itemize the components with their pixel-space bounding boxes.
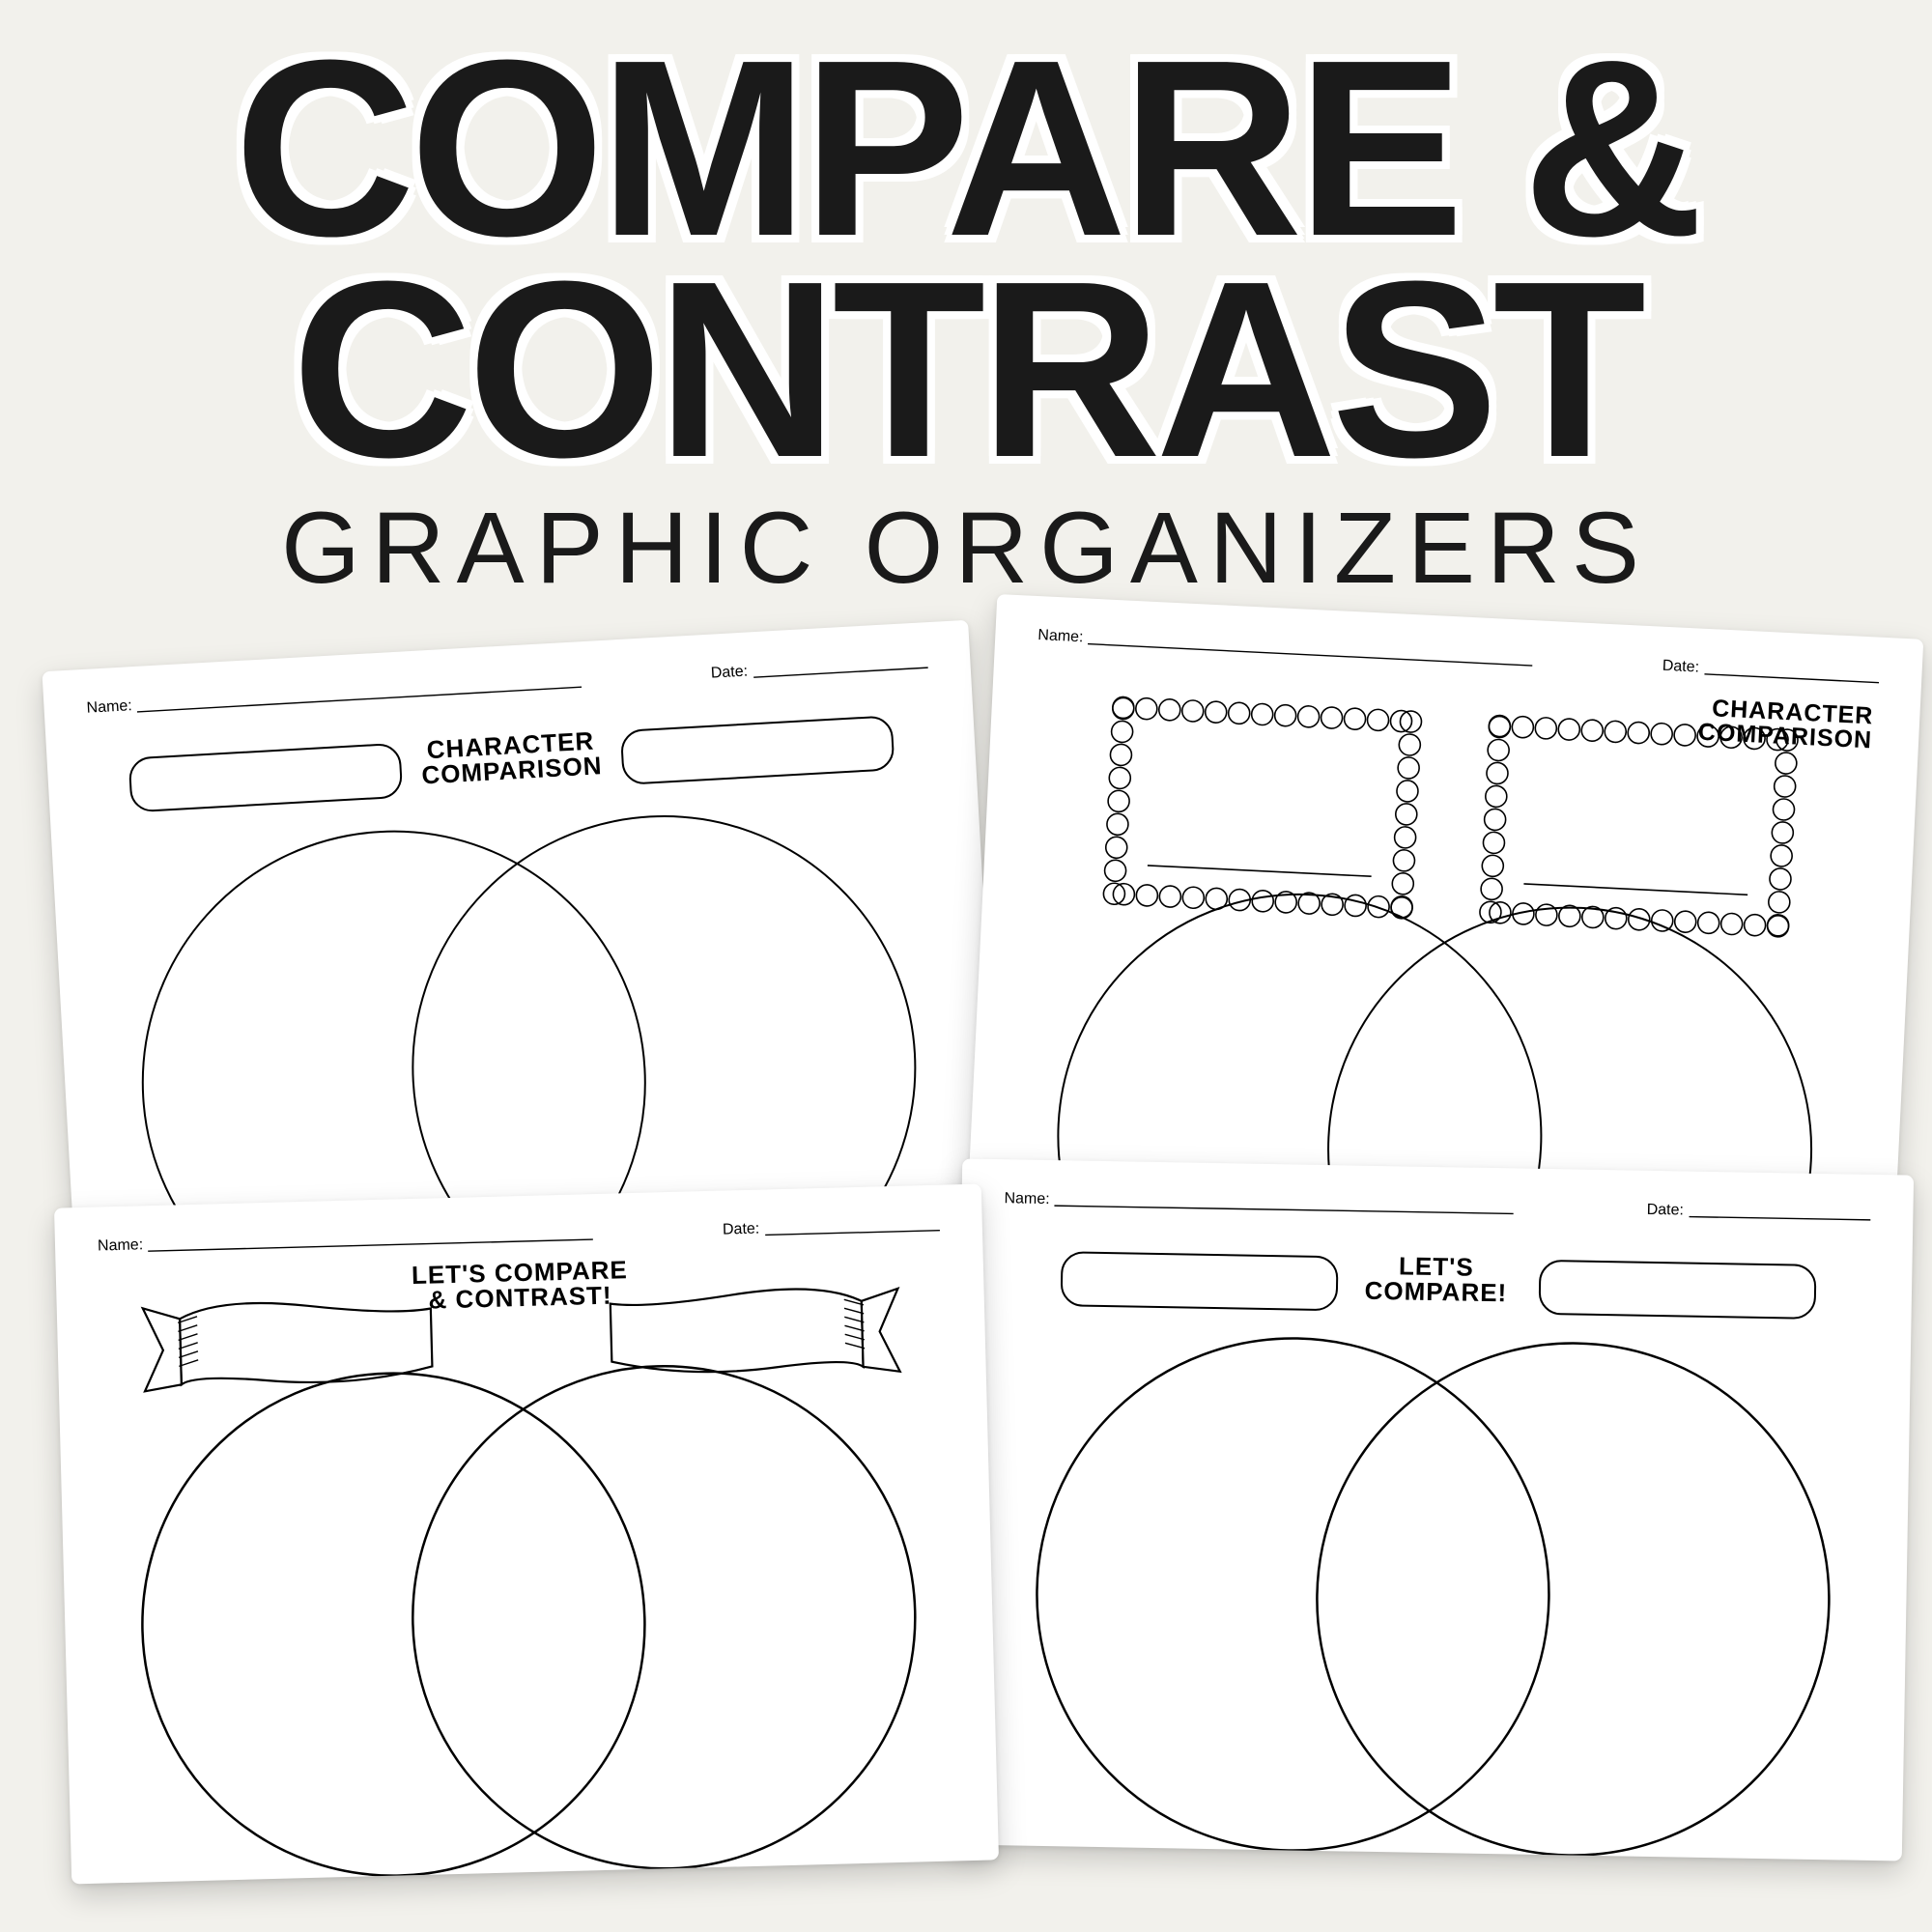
subtitle: GRAPHIC ORGANIZERS [0, 491, 1932, 607]
svg-text:Name:: Name: [1004, 1190, 1049, 1208]
header: COMPARE &CONTRAST GRAPHIC ORGANIZERS [0, 0, 1932, 607]
svg-text:Date:: Date: [723, 1220, 760, 1237]
svg-text:Date:: Date: [710, 663, 748, 681]
worksheet-stage: Name:Date:CHARACTERCOMPARISONName:Date:C… [0, 607, 1932, 1911]
svg-text:Date:: Date: [1647, 1201, 1685, 1218]
svg-text:Name:: Name: [1037, 627, 1084, 645]
svg-text:LET'SCOMPARE!: LET'SCOMPARE! [1364, 1250, 1508, 1307]
svg-text:Name:: Name: [98, 1236, 144, 1254]
title-main: COMPARE &CONTRAST [0, 39, 1932, 481]
sheet-bl: Name: Date: LET'S COMPARE& CONTRAST! [54, 1183, 999, 1884]
svg-text:LET'S COMPARE& CONTRAST!: LET'S COMPARE& CONTRAST! [412, 1255, 629, 1315]
sheet-br: Name: Date: LET'SCOMPARE! [951, 1158, 1914, 1861]
svg-text:Date:: Date: [1662, 657, 1699, 675]
svg-text:CHARACTERCOMPARISON: CHARACTERCOMPARISON [419, 725, 603, 789]
svg-text:Name:: Name: [86, 697, 132, 717]
